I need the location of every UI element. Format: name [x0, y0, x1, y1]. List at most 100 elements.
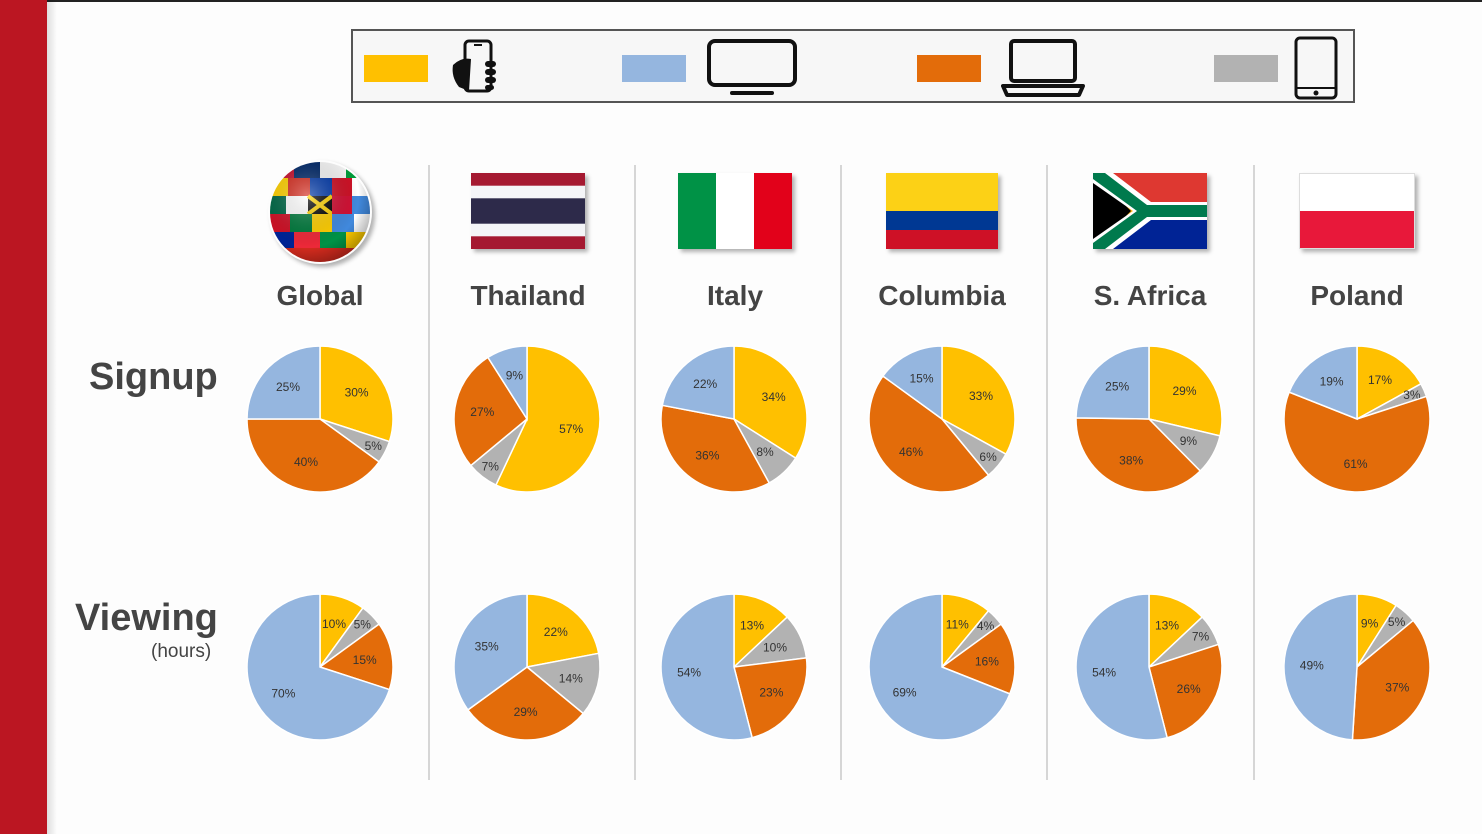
- column-divider: [428, 165, 430, 780]
- pie-slice-tv: [1288, 345, 1358, 421]
- pie-slice-tablet: [525, 652, 601, 715]
- pie-chart-viewing-italy: 13% 10% 23% 54%: [660, 593, 808, 741]
- pie-chart-signup-italy: 34% 8% 36% 22%: [660, 345, 808, 493]
- legend-swatch-computer: [917, 55, 981, 82]
- pie-slice-label: 37%: [1385, 681, 1409, 695]
- tablet-icon: [1294, 36, 1338, 100]
- pie-slice-label: 9%: [1361, 617, 1379, 631]
- pie-slice-label: 29%: [514, 705, 538, 719]
- legend-swatch-mobile: [364, 55, 428, 82]
- pie-slice-mobile: [526, 593, 600, 668]
- pie-slice-label: 5%: [1388, 615, 1406, 629]
- legend-swatch-tablet: [1214, 55, 1278, 82]
- pie-slice-mobile: [733, 593, 789, 669]
- pie-slice-label: 35%: [475, 640, 499, 654]
- pie-chart-viewing-s-africa: 13% 7% 26% 54%: [1075, 593, 1223, 741]
- pie-slice-label: 46%: [899, 445, 923, 459]
- pie-slice-label: 17%: [1368, 373, 1392, 387]
- south-africa-flag: [1093, 173, 1207, 249]
- pie-slice-label: 3%: [1403, 388, 1421, 402]
- tv-icon: [707, 39, 797, 95]
- column-divider: [840, 165, 842, 780]
- row-label-signup: Signup: [89, 356, 218, 398]
- thailand-flag: [471, 173, 585, 249]
- pie-slice-computer: [1283, 391, 1431, 493]
- pie-slice-label: 54%: [677, 666, 701, 680]
- pie-slice-label: 14%: [559, 671, 583, 685]
- pie-slice-computer: [318, 623, 394, 691]
- column-divider: [634, 165, 636, 780]
- pie-slice-label: 15%: [353, 653, 377, 667]
- pie-slice-label: 57%: [559, 422, 583, 436]
- pie-chart-viewing-columbia: 11% 4% 16% 69%: [868, 593, 1016, 741]
- pie-slice-label: 40%: [294, 455, 318, 469]
- pie-slice-label: 22%: [544, 625, 568, 639]
- pie-slice-label: 38%: [1119, 454, 1143, 468]
- country-name-poland: Poland: [1310, 280, 1404, 311]
- pie-slice-label: 30%: [345, 385, 369, 399]
- pie-slice-label: 9%: [1180, 434, 1198, 448]
- pie-slice-label: 13%: [1155, 619, 1179, 633]
- world-flags-globe-icon: [270, 162, 370, 262]
- pie-chart-signup-poland: 17% 3% 61% 19%: [1283, 345, 1431, 493]
- pie-slice-tv: [453, 593, 528, 711]
- pie-slice-label: 26%: [1177, 682, 1201, 696]
- pie-slice-tv: [1075, 593, 1169, 741]
- pie-slice-label: 8%: [756, 445, 774, 459]
- pie-slice-computer: [246, 418, 381, 493]
- pie-slice-label: 9%: [506, 369, 524, 383]
- pie-slice-mobile: [1148, 593, 1204, 669]
- pie-slice-computer: [940, 623, 1016, 695]
- pie-slice-mobile: [1356, 345, 1422, 421]
- pie-slice-tv: [661, 345, 735, 420]
- pie-slice-label: 22%: [693, 377, 717, 391]
- pie-slice-label: 70%: [271, 687, 295, 701]
- pie-slice-label: 27%: [470, 405, 494, 419]
- pie-slice-computer: [1351, 619, 1431, 741]
- pie-slice-label: 10%: [763, 641, 787, 655]
- pie-slice-computer: [453, 356, 528, 467]
- pie-slice-computer: [868, 375, 990, 493]
- pie-slice-label: 5%: [354, 618, 372, 632]
- pie-slice-label: 16%: [975, 654, 999, 668]
- pie-slice-label: 33%: [969, 389, 993, 403]
- pie-slice-label: 69%: [893, 685, 917, 699]
- pie-slice-label: 25%: [1105, 380, 1129, 394]
- poland-flag: [1299, 173, 1415, 249]
- row-label-viewing: Viewing: [75, 597, 218, 639]
- pie-slice-mobile: [494, 345, 601, 493]
- pie-slice-label: 10%: [322, 617, 346, 631]
- legend-swatch-tv: [622, 55, 686, 82]
- pie-slice-tv: [246, 345, 321, 420]
- pie-slice-label: 36%: [695, 449, 719, 463]
- italy-flag: [678, 173, 792, 249]
- column-divider: [1253, 165, 1255, 780]
- pie-slice-mobile: [941, 345, 1016, 456]
- pie-slice-label: 11%: [946, 617, 969, 631]
- pie-slice-tv: [1075, 345, 1150, 420]
- pie-slice-tv: [246, 593, 391, 741]
- pie-slice-mobile: [1148, 345, 1223, 437]
- laptop-icon: [1001, 39, 1085, 97]
- pie-slice-label: 15%: [909, 372, 933, 386]
- pie-slice-label: 7%: [1192, 630, 1210, 644]
- column-divider: [1046, 165, 1048, 780]
- country-name-thailand: Thailand: [470, 280, 586, 311]
- pie-slice-tv: [660, 593, 754, 741]
- pie-slice-label: 7%: [482, 459, 500, 473]
- pie-chart-viewing-poland: 9% 5% 37% 49%: [1283, 593, 1431, 741]
- brand-side-bar: [0, 0, 47, 834]
- device-legend: [351, 29, 1355, 103]
- pie-slice-computer: [1075, 417, 1202, 493]
- pie-slice-label: 6%: [979, 450, 997, 464]
- pie-slice-tv: [868, 593, 1011, 741]
- pie-slice-label: 54%: [1092, 666, 1116, 680]
- side-bar-shadow: [47, 0, 57, 834]
- pie-slice-computer: [466, 666, 585, 741]
- pie-slice-label: 34%: [762, 390, 786, 404]
- pie-chart-viewing-thailand: 22% 14% 29% 35%: [453, 593, 601, 741]
- smartphone-in-hand-icon: [452, 39, 496, 93]
- pie-chart-signup-columbia: 33% 6% 46% 15%: [868, 345, 1016, 493]
- pie-slice-label: 61%: [1344, 457, 1368, 471]
